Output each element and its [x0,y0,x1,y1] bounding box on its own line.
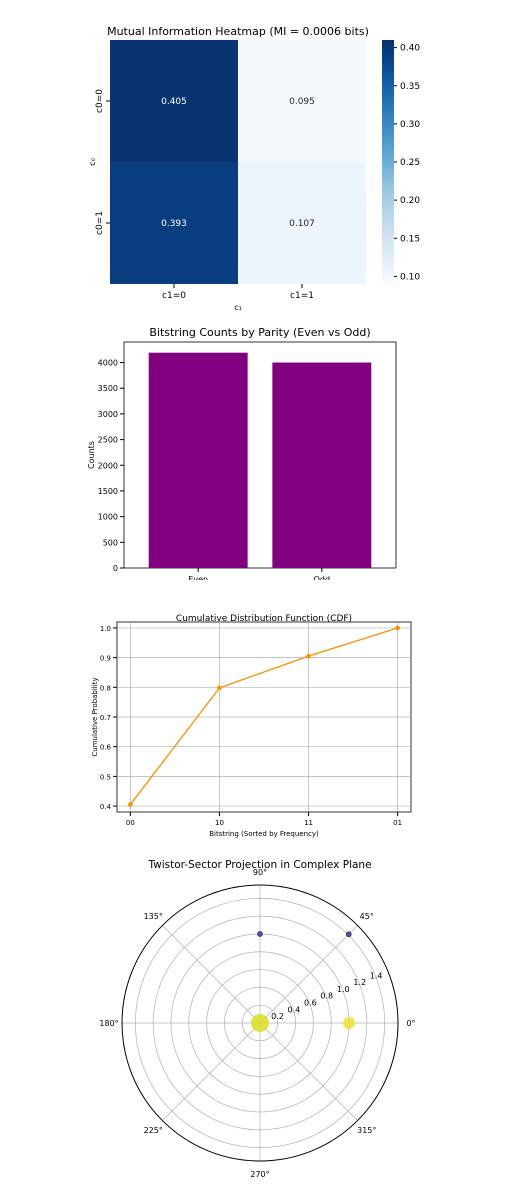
x-tick-label: c1=1 [290,291,314,301]
y-tick-label: 3000 [98,410,118,419]
angular-gridline [162,1022,261,1121]
y-axis-label: c₀ [88,158,97,166]
cdf-point [306,653,311,659]
radius-tick-label: 0.6 [304,999,317,1008]
heatmap-cell-label: 0.393 [161,219,187,229]
bar-chart-title: Bitstring Counts by Parity (Even vs Odd) [149,326,370,339]
y-axis-label: Cumulative Probability [91,677,99,756]
colorbar-tick-label: 0.15 [400,234,420,244]
x-tick-label: 11 [304,819,313,827]
radius-tick-label: 1.4 [370,971,383,980]
x-tick-label: 10 [215,819,224,827]
x-tick-label: Even [188,575,208,580]
mi-heatmap-chart: Mutual Information Heatmap (MI = 0.0006 … [88,25,420,312]
y-tick-label: 4000 [98,359,118,368]
colorbar-tick-label: 0.40 [400,44,420,54]
x-axis-label: c₁ [234,303,242,312]
angle-tick-label: 315° [357,1126,376,1135]
angle-tick-label: 270° [250,1170,269,1179]
angle-tick-label: 90° [253,868,267,877]
parity-bar-chart: Bitstring Counts by Parity (Even vs Odd)… [87,326,397,580]
x-tick-label: 00 [126,819,135,827]
colorbar-tick-label: 0.20 [400,196,420,206]
y-tick-label: 1500 [98,487,118,496]
twistor-polar-chart: Twistor-Sector Projection in Complex Pla… [99,859,415,1179]
radius-tick-label: 0.2 [271,1012,284,1021]
colorbar-tick-label: 0.25 [400,158,420,168]
cdf-point [217,685,222,691]
y-tick-label: 2000 [98,461,118,470]
angular-gridline [162,925,261,1024]
cdf-chart-title: Cumulative Distribution Function (CDF) [176,614,352,624]
heatmap-cell-label: 0.405 [161,97,187,107]
y-axis-label: Counts [87,441,96,469]
y-tick-label: c0=0 [95,89,105,113]
heatmap-cell [110,162,238,284]
angle-tick-label: 225° [144,1126,163,1135]
angle-tick-label: 0° [406,1019,415,1028]
colorbar [382,40,394,284]
cdf-line [129,627,398,805]
heatmap-cell [238,162,366,284]
y-tick-label: 0.7 [100,714,111,722]
y-tick-label: 0.6 [100,744,112,752]
scatter-point [345,931,352,938]
angle-tick-label: 135° [144,912,163,921]
y-tick-label: 1.0 [100,625,111,633]
y-tick-label: 3500 [98,384,118,393]
cdf-line-chart: Cumulative Distribution Function (CDF) 0.… [91,614,412,838]
y-tick-label: 0.8 [100,684,111,692]
y-tick-label: 1000 [98,513,118,522]
heatmap-title: Mutual Information Heatmap (MI = 0.0006 … [107,25,369,38]
heatmap-cell [238,40,366,162]
x-axis-label: Bitstring (Sorted by Frequency) [209,830,319,838]
scatter-point [343,1017,356,1029]
bar [148,352,248,568]
radius-tick-label: 1.2 [353,978,366,987]
scatter-point [251,1014,269,1032]
cdf-point [128,802,133,807]
colorbar-tick-label: 0.35 [400,82,420,92]
heatmap-cell [110,40,238,162]
colorbar-tick-label: 0.30 [400,120,420,130]
heatmap-cell-label: 0.095 [289,97,315,107]
y-tick-label: 0 [113,564,118,573]
polar-outer-frame [121,884,399,1162]
cdf-point [395,625,400,631]
bar-plot-frame [123,341,397,569]
y-tick-label: 0.4 [100,803,112,811]
angle-tick-label: 180° [99,1019,118,1028]
y-tick-label: 0.9 [100,655,111,663]
radius-tick-label: 1.0 [337,985,350,994]
y-tick-label: c0=1 [95,211,105,235]
x-tick-label: c1=0 [162,291,186,301]
x-tick-label: 01 [393,819,402,827]
radius-tick-label: 0.8 [320,992,333,1001]
bar [272,362,372,568]
polar-chart-title: Twistor-Sector Projection in Complex Pla… [147,859,371,871]
radius-tick-label: 0.4 [288,1005,301,1014]
x-tick-label: Odd [314,575,330,580]
heatmap-cell-label: 0.107 [289,219,315,229]
y-tick-label: 500 [103,538,118,547]
y-tick-label: 2500 [98,436,118,445]
angular-gridline [259,1022,358,1121]
angle-tick-label: 45° [360,912,374,921]
angular-gridline [259,925,358,1024]
scatter-point [257,931,263,937]
y-tick-label: 0.5 [100,773,111,781]
colorbar-tick-label: 0.10 [400,272,420,282]
